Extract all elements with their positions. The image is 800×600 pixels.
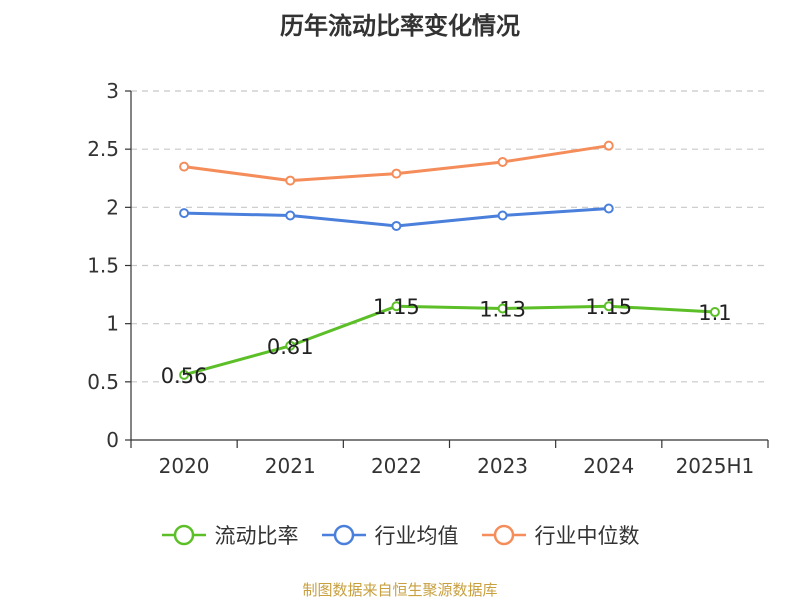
data-point [391,301,402,312]
data-label: 1.1 [698,301,731,325]
data-point [179,161,190,172]
legend: 流动比率 行业均值 行业中位数 [0,520,800,550]
data-source-note: 制图数据来自恒生聚源数据库 [302,581,498,599]
chart-title: 历年流动比率变化情况 [280,12,520,40]
legend-line-circle-icon [161,524,206,546]
y-tick-label: 1 [106,312,119,336]
data-point [391,168,402,179]
data-point [285,340,296,351]
data-point [603,203,614,214]
data-label: 1.15 [373,295,420,319]
x-tick-label: 2021 [265,454,316,478]
legend-label: 行业中位数 [534,524,640,548]
y-tick-label: 3 [106,79,119,103]
x-tick-label: 2022 [371,454,422,478]
y-tick-label: 0 [106,428,119,452]
x-tick-label: 2024 [583,454,634,478]
data-point [603,301,614,312]
legend-line-circle-icon [481,524,526,546]
legend-label: 流动比率 [214,524,299,548]
data-label: 1.13 [479,298,526,322]
data-point [391,220,402,231]
data-label: 0.81 [267,335,314,359]
data-label: 0.56 [161,364,208,388]
x-tick-label: 2023 [477,454,528,478]
series-line [183,304,715,377]
data-point [497,156,508,167]
data-point [709,307,720,318]
legend-item[interactable]: 流动比率 [161,520,299,550]
data-point [285,175,296,186]
x-tick-label: 2025H1 [676,454,755,478]
data-point [285,210,296,221]
legend-item[interactable]: 行业均值 [321,520,459,550]
y-tick-label: 1.5 [87,254,119,278]
data-point [603,140,614,151]
y-tick-label: 0.5 [87,370,119,394]
data-point [497,210,508,221]
legend-label: 行业均值 [374,524,459,548]
x-tick-label: 2020 [159,454,210,478]
y-tick-label: 2 [106,195,119,219]
data-label: 1.15 [585,295,632,319]
data-point [179,208,190,219]
legend-line-circle-icon [321,524,366,546]
y-tick-label: 2.5 [87,137,119,161]
data-point [179,369,190,380]
data-point [497,303,508,314]
legend-item[interactable]: 行业中位数 [481,520,640,550]
